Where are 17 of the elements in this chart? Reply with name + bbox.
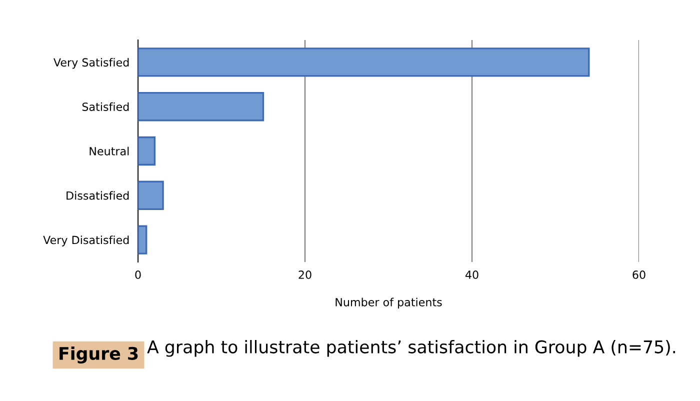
caption: Figure 3 [60, 346, 138, 364]
x-tick-label: 60 [632, 270, 646, 279]
x-axis-title: Number of patients [336, 298, 442, 309]
x-tick-label: 40 [465, 270, 478, 279]
y-tick-label: Neutral [90, 146, 129, 156]
y-tick-label: Dissatisfied [66, 191, 129, 200]
bar [138, 225, 148, 254]
y-tick-label: Satisfied [82, 102, 129, 111]
y-tick-label: Very Disatisfied [43, 236, 129, 246]
bar [138, 48, 590, 77]
x-tick-label: 0 [135, 270, 141, 279]
bar [138, 136, 156, 166]
text: A graph to illustrate patients’ satisfaction in Group A (n=75). [147, 340, 676, 357]
bar [138, 180, 164, 210]
bar [138, 92, 264, 122]
y-tick-label: Very Satisfied [54, 58, 129, 69]
x-tick-label: 20 [298, 270, 312, 279]
